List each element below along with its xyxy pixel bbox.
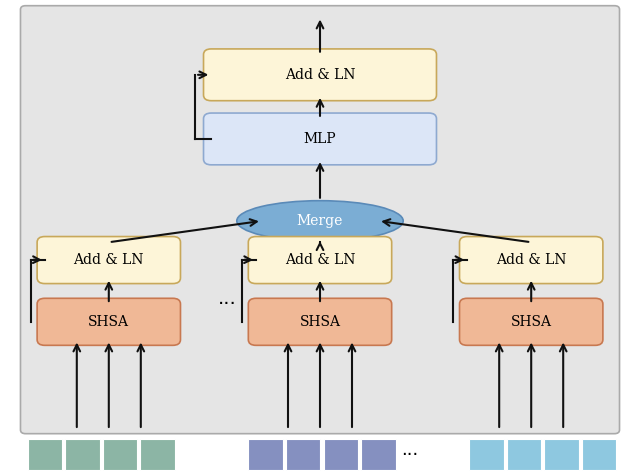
Text: SHSA: SHSA <box>511 315 552 329</box>
Text: Add & LN: Add & LN <box>74 253 144 267</box>
FancyBboxPatch shape <box>507 439 541 470</box>
FancyBboxPatch shape <box>37 237 180 284</box>
FancyBboxPatch shape <box>248 237 392 284</box>
FancyBboxPatch shape <box>65 439 100 470</box>
Text: Add & LN: Add & LN <box>496 253 566 267</box>
FancyBboxPatch shape <box>248 298 392 345</box>
FancyBboxPatch shape <box>460 298 603 345</box>
FancyBboxPatch shape <box>460 237 603 284</box>
FancyBboxPatch shape <box>286 439 320 470</box>
FancyBboxPatch shape <box>140 439 175 470</box>
Text: ···: ··· <box>218 294 237 314</box>
FancyBboxPatch shape <box>37 298 180 345</box>
FancyBboxPatch shape <box>544 439 579 470</box>
FancyBboxPatch shape <box>361 439 396 470</box>
FancyBboxPatch shape <box>204 49 436 101</box>
Text: SHSA: SHSA <box>88 315 129 329</box>
Text: ···: ··· <box>401 446 418 464</box>
FancyBboxPatch shape <box>323 439 358 470</box>
Text: SHSA: SHSA <box>300 315 340 329</box>
FancyBboxPatch shape <box>28 439 62 470</box>
FancyBboxPatch shape <box>102 439 137 470</box>
FancyBboxPatch shape <box>20 6 620 434</box>
Text: Add & LN: Add & LN <box>285 68 355 82</box>
Text: Add & LN: Add & LN <box>285 253 355 267</box>
Text: MLP: MLP <box>304 132 336 146</box>
FancyBboxPatch shape <box>248 439 283 470</box>
FancyBboxPatch shape <box>204 113 436 165</box>
FancyBboxPatch shape <box>582 439 616 470</box>
FancyBboxPatch shape <box>469 439 504 470</box>
Ellipse shape <box>237 200 403 241</box>
Text: Merge: Merge <box>297 214 343 228</box>
